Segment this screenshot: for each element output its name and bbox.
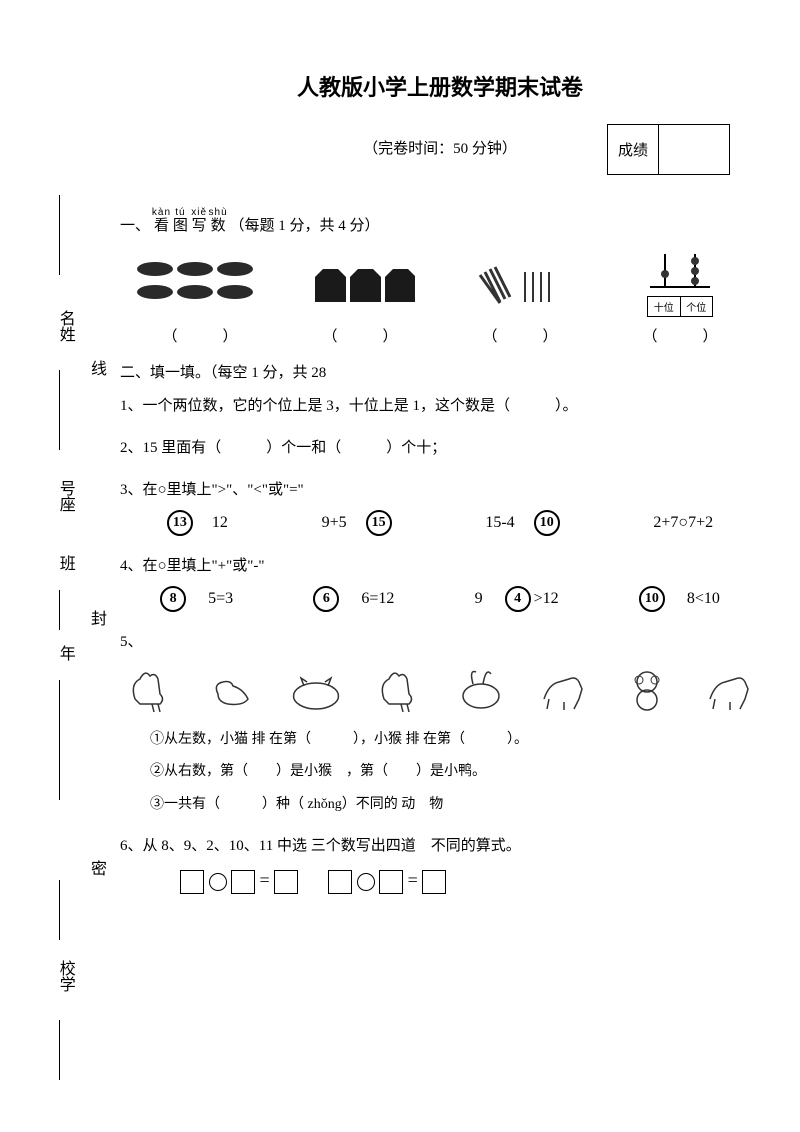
content-area: 人教版小学上册数学期末试卷 （完卷时间：50 分钟） 成绩 一、 看kàn 图t… xyxy=(120,70,760,913)
q4-item-1[interactable]: 8 5=3 xyxy=(160,586,233,612)
abacus-image: 十位 个位 xyxy=(600,249,760,317)
abacus-labels: 十位 个位 xyxy=(647,296,713,317)
horse-icon xyxy=(534,664,594,714)
rabbit-icon xyxy=(451,664,511,714)
abacus-tens: 十位 xyxy=(648,297,681,316)
q5: 5、 ①从左数，小猫 排 在第（ ），小猴 排 在第（ ）。 ②从右数，第（ ）… xyxy=(120,630,760,816)
seal-secret: 密 xyxy=(84,860,108,876)
binding-line-2 xyxy=(59,370,60,450)
eq-2[interactable]: = xyxy=(328,866,446,895)
exam-title: 人教版小学上册数学期末试卷 xyxy=(120,70,760,102)
q6-head: 6、从 8、9、2、10、11 中选 三个数写出四道 不同的算式。 xyxy=(120,834,760,858)
ruby-xie: 写xiě xyxy=(192,218,207,234)
q3-head: 3、在○里填上">"、"<"或"=" xyxy=(120,478,760,502)
ruby-kan: 看kàn xyxy=(154,218,169,234)
sec1-prefix: 一、 xyxy=(120,218,150,234)
section-2: 二、填一填。（每空 1 分，共 28 1、一个两位数，它的个位上是 3，十位上是… xyxy=(120,361,760,895)
q4-item-4[interactable]: 10 8<10 xyxy=(639,586,720,612)
q3-item-2[interactable]: 9+5 15 xyxy=(322,510,392,536)
q1: 1、一个两位数，它的个位上是 3，十位上是 1，这个数是（ ）。 xyxy=(120,394,760,418)
label-name: 名姓 xyxy=(50,310,79,342)
q4-head: 4、在○里填上"+"或"-" xyxy=(120,554,760,578)
cat-icon xyxy=(286,664,346,714)
sec1-suffix: （每题 1 分，共 4 分） xyxy=(230,218,380,234)
binding-margin: ⋯⋯⋯⋯⋯⋯⋯⋯⋯⋯⋯⋯⋯⋯⋯⋯⋯⋯⋯⋯⋯⋯⋯⋯⋯⋯⋯⋯⋯⋯⋯⋯⋯⋯⋯⋯⋯⋯⋯⋯… xyxy=(50,80,105,1080)
section-1: 一、 看kàn 图tú 写xiě 数shù （每题 1 分，共 4 分） xyxy=(120,207,760,346)
score-value[interactable] xyxy=(659,125,729,174)
section-1-head: 一、 看kàn 图tú 写xiě 数shù （每题 1 分，共 4 分） xyxy=(120,207,760,235)
label-school: 校学 xyxy=(50,960,79,992)
q6: 6、从 8、9、2、10、11 中选 三个数写出四道 不同的算式。 = = xyxy=(120,834,760,895)
score-box: 成绩 xyxy=(607,124,730,175)
q4-row: 8 5=3 6 6=12 9 4>12 10 8<10 xyxy=(120,586,760,612)
binding-line-5 xyxy=(59,880,60,940)
duck-icon xyxy=(203,664,263,714)
ruby-tu: 图tú xyxy=(173,218,188,234)
q4-item-3[interactable]: 9 4>12 xyxy=(475,586,559,612)
horse2-icon xyxy=(700,664,760,714)
q2: 2、15 里面有（ ）个一和（ ）个十； xyxy=(120,436,760,460)
q5-sub2: ②从右数，第（ ）是小猴 ，第（ ）是小鸭。 xyxy=(150,761,760,783)
binding-line-3 xyxy=(59,590,60,630)
monkey-icon xyxy=(617,664,677,714)
rooster-icon xyxy=(120,664,180,714)
abacus-ones: 个位 xyxy=(681,297,713,316)
cars-image xyxy=(120,257,280,317)
sticks-image xyxy=(440,257,600,317)
label-year: 年 xyxy=(50,645,79,661)
q3-item-3[interactable]: 15-4 10 xyxy=(485,510,559,536)
paren-1[interactable]: （ ） xyxy=(120,325,280,346)
binding-line-6 xyxy=(59,1020,60,1080)
label-class: 班 xyxy=(50,555,79,571)
inkbottles-image xyxy=(280,257,440,317)
score-label: 成绩 xyxy=(608,125,659,174)
q5-sub1: ①从左数，小猫 排 在第（ ），小猴 排 在第（ ）。 xyxy=(150,729,760,751)
q4-item-2[interactable]: 6 6=12 xyxy=(313,586,394,612)
section-2-head: 二、填一填。（每空 1 分，共 28 xyxy=(120,361,760,382)
binding-line-1 xyxy=(59,195,60,275)
seal-seal: 封 xyxy=(84,610,108,626)
animal-row xyxy=(120,664,760,719)
q5-sub3: ③一共有（ ）种（ zhǒng）不同的 动 物 xyxy=(150,794,760,816)
q3-item-4[interactable]: 2+7○7+2 xyxy=(653,510,713,536)
paren-2[interactable]: （ ） xyxy=(280,325,440,346)
paren-4[interactable]: （ ） xyxy=(600,325,760,346)
q3: 3、在○里填上">"、"<"或"=" 13 12 9+5 15 15-4 10 … xyxy=(120,478,760,536)
q3-row: 13 12 9+5 15 15-4 10 2+7○7+2 xyxy=(120,510,760,536)
rooster2-icon xyxy=(369,664,429,714)
subtitle-row: （完卷时间：50 分钟） 成绩 xyxy=(120,132,760,192)
q3-item-1[interactable]: 13 12 xyxy=(167,510,228,536)
paren-3[interactable]: （ ） xyxy=(440,325,600,346)
q6-equations: = = xyxy=(180,866,760,895)
dotted-line: ⋯⋯⋯⋯⋯⋯⋯⋯⋯⋯⋯⋯⋯⋯⋯⋯⋯⋯⋯⋯⋯⋯⋯⋯⋯⋯⋯⋯⋯⋯⋯⋯⋯⋯⋯⋯⋯⋯⋯⋯… xyxy=(88,80,90,1080)
q5-head: 5、 xyxy=(120,630,760,654)
image-row: 十位 个位 xyxy=(120,247,760,317)
label-seat: 号座 xyxy=(50,480,79,512)
eq-1[interactable]: = xyxy=(180,866,298,895)
seal-line: 线 xyxy=(84,360,108,376)
ruby-shu: 数shù xyxy=(210,218,225,234)
binding-line-4 xyxy=(59,680,60,800)
q4: 4、在○里填上"+"或"-" 8 5=3 6 6=12 9 4>12 10 8<… xyxy=(120,554,760,612)
answer-parens: （ ） （ ） （ ） （ ） xyxy=(120,325,760,346)
